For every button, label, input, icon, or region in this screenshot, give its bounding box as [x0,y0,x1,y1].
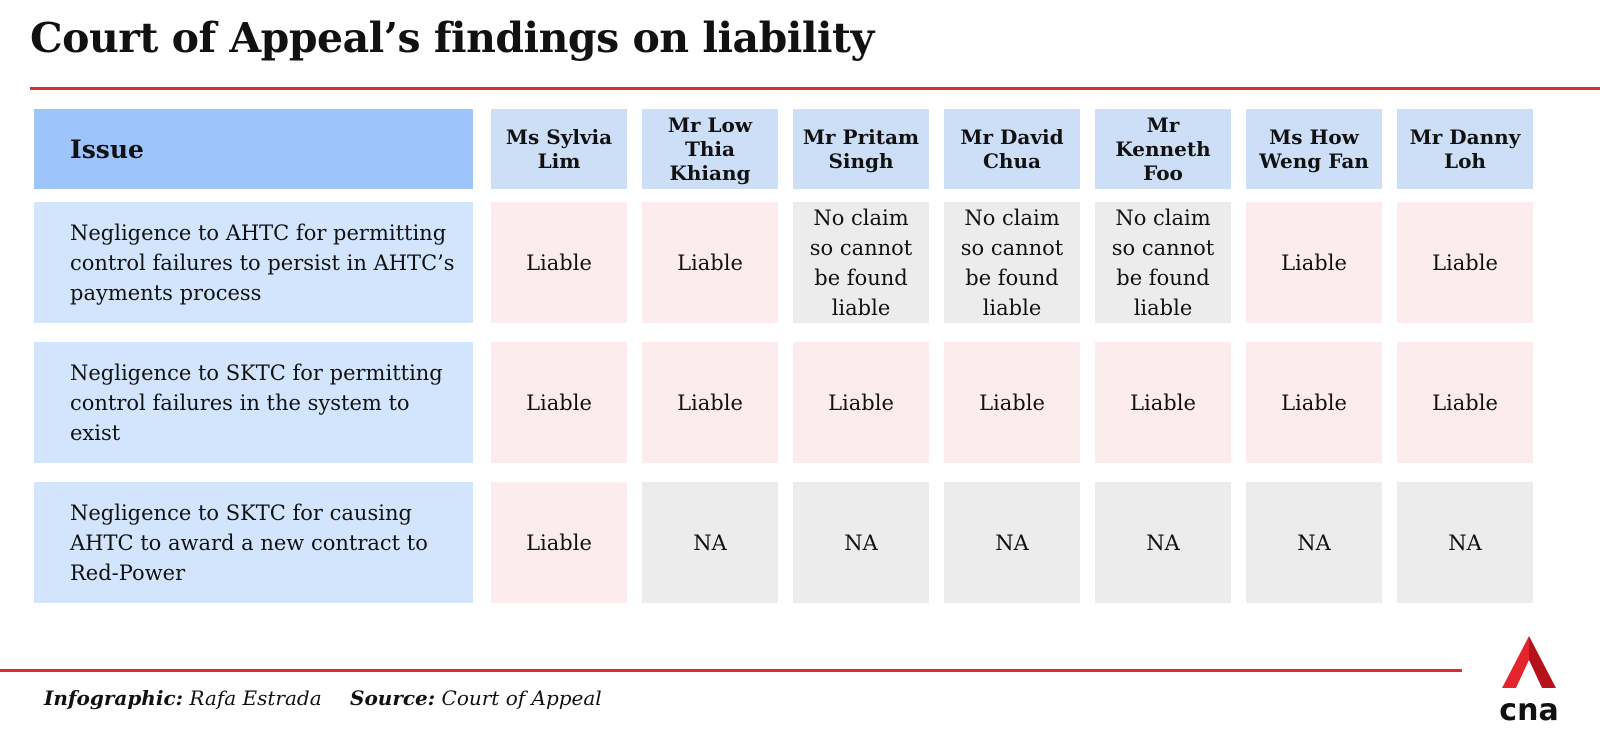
column-header-label: Mr Pritam Singh [802,125,920,173]
issue-header-label: Issue [70,134,144,164]
page-title: Court of Appeal’s findings on liability [30,14,874,62]
finding-value: Liable [677,250,743,275]
finding-value: No claim so cannot be found liable [960,205,1064,320]
finding-cell: Liable [1246,202,1382,323]
finding-value: Liable [1281,250,1347,275]
issue-cell: Negligence to SKTC for causing AHTC to a… [34,482,473,603]
column-header-label: Mr Kenneth Foo [1115,113,1211,185]
finding-cell: Liable [1397,342,1533,463]
finding-value: NA [693,530,727,555]
finding-cell: Liable [642,342,778,463]
cna-logo: cna [1499,636,1559,726]
column-header-label: Mr Danny Loh [1409,125,1521,173]
finding-cell: No claim so cannot be found liable [1095,202,1231,323]
finding-value: Liable [1130,390,1196,415]
logo-mark-left [1502,636,1529,688]
column-header: Ms How Weng Fan [1246,109,1382,189]
finding-cell: Liable [491,342,627,463]
infographic-credit: Infographic: Rafa Estrada [44,686,322,710]
column-header: Mr Pritam Singh [793,109,929,189]
issue-column-header: Issue [34,109,473,189]
finding-cell: No claim so cannot be found liable [793,202,929,323]
finding-cell: Liable [491,202,627,323]
column-header: Mr Low Thia Khiang [642,109,778,189]
finding-value: Liable [526,390,592,415]
finding-value: Liable [1281,390,1347,415]
finding-value: NA [995,530,1029,555]
finding-cell: No claim so cannot be found liable [944,202,1080,323]
issue-text: Negligence to AHTC for permitting contro… [70,220,455,305]
column-header: Mr Danny Loh [1397,109,1533,189]
finding-cell: Liable [1397,202,1533,323]
finding-cell: NA [1095,482,1231,603]
finding-cell: NA [1246,482,1382,603]
logo-text: cna [1499,693,1558,726]
column-header: Ms Sylvia Lim [491,109,627,189]
finding-value: No claim so cannot be found liable [1111,205,1215,320]
logo-mark-right [1529,636,1556,688]
finding-cell: Liable [642,202,778,323]
finding-cell: NA [642,482,778,603]
column-header: Mr Kenneth Foo [1095,109,1231,189]
finding-value: Liable [1432,390,1498,415]
finding-cell: NA [944,482,1080,603]
finding-cell: Liable [491,482,627,603]
issue-text: Negligence to SKTC for permitting contro… [70,360,443,445]
finding-cell: NA [1397,482,1533,603]
finding-value: NA [1297,530,1331,555]
column-header-label: Ms How Weng Fan [1259,125,1369,173]
source-value: Court of Appeal [441,686,602,710]
finding-cell: Liable [1246,342,1382,463]
finding-value: Liable [1432,250,1498,275]
finding-value: Liable [526,530,592,555]
finding-value: Liable [828,390,894,415]
finding-value: No claim so cannot be found liable [809,205,913,320]
column-header-label: Mr Low Thia Khiang [667,113,753,185]
infographic-label: Infographic: [44,686,184,710]
finding-value: Liable [677,390,743,415]
finding-cell: Liable [944,342,1080,463]
finding-value: NA [1146,530,1180,555]
infographic-author: Rafa Estrada [189,686,322,710]
finding-value: NA [1448,530,1482,555]
footer-divider [0,669,1462,672]
issue-cell: Negligence to AHTC for permitting contro… [34,202,473,323]
source-credit: Source: Court of Appeal [350,686,602,710]
column-header-label: Ms Sylvia Lim [505,125,613,173]
finding-cell: Liable [1095,342,1231,463]
source-label: Source: [350,686,436,710]
finding-value: Liable [526,250,592,275]
column-header: Mr David Chua [944,109,1080,189]
issue-cell: Negligence to SKTC for permitting contro… [34,342,473,463]
finding-value: Liable [979,390,1045,415]
title-divider [30,87,1600,90]
column-header-label: Mr David Chua [960,125,1064,173]
finding-value: NA [844,530,878,555]
finding-cell: Liable [793,342,929,463]
issue-text: Negligence to SKTC for causing AHTC to a… [70,500,428,585]
finding-cell: NA [793,482,929,603]
